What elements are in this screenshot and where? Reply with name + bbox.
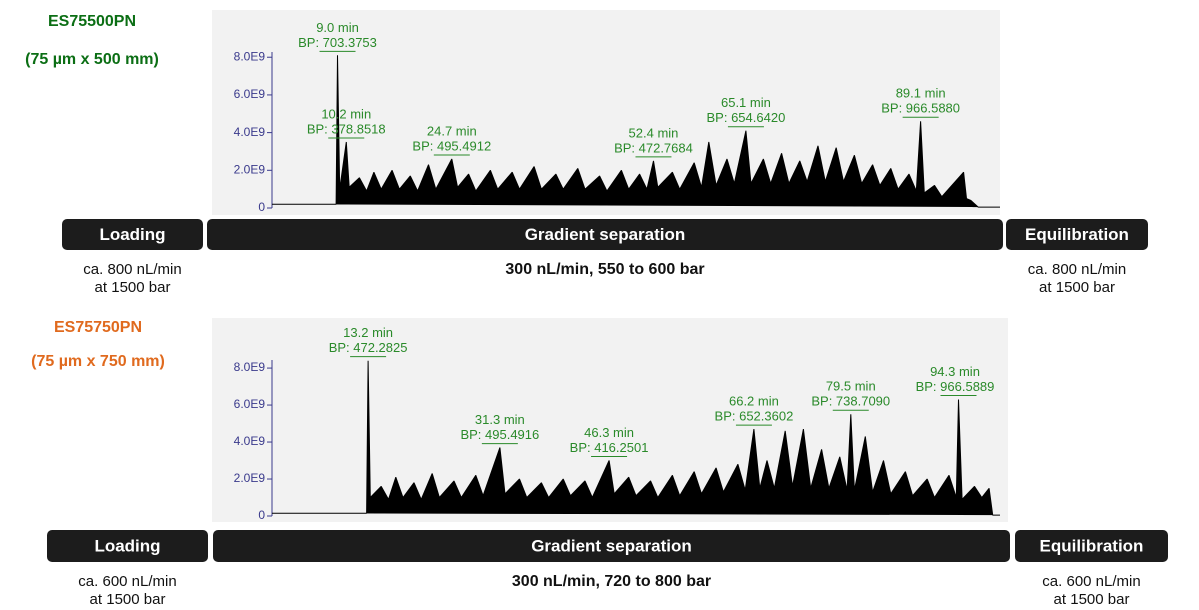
annotation: BP: 378.8518 [307, 121, 386, 136]
annotation: BP: 472.7684 [614, 140, 693, 155]
annotation: BP: 966.5889 [916, 379, 995, 394]
annotation: 31.3 min [475, 412, 525, 427]
phase-bar [1015, 530, 1168, 562]
phase-bar [47, 530, 208, 562]
phase-bar [213, 530, 1010, 562]
y-tick-label: 0 [258, 508, 265, 522]
y-tick-label: 0 [258, 200, 265, 214]
y-tick-label: 6.0E9 [234, 397, 266, 411]
annotation: 79.5 min [826, 379, 876, 394]
phase-note: 300 nL/min, 720 to 800 bar [512, 573, 711, 590]
column-size: (75 µm x 500 mm) [25, 51, 159, 68]
phase-label: Gradient separation [531, 536, 692, 555]
annotation: 9.0 min [316, 20, 359, 35]
y-tick-label: 6.0E9 [234, 87, 266, 101]
column-name: ES75500PN [48, 13, 136, 30]
phase-label: Loading [99, 225, 165, 244]
annotation: 46.3 min [584, 425, 634, 440]
annotation: 52.4 min [629, 125, 679, 140]
phase-label: Gradient separation [525, 225, 686, 244]
phase-label: Equilibration [1040, 536, 1144, 555]
y-tick-label: 4.0E9 [234, 125, 266, 139]
annotation: BP: 495.4916 [460, 427, 539, 442]
column-name: ES75750PN [54, 319, 142, 336]
annotation: BP: 703.3753 [298, 35, 377, 50]
annotation: 89.1 min [896, 86, 946, 101]
phase-bar [1006, 219, 1148, 250]
annotation: BP: 652.3602 [715, 409, 794, 424]
phase-note: at 1500 bar [95, 279, 171, 296]
phase-note: at 1500 bar [90, 591, 166, 608]
annotation: BP: 966.5880 [881, 101, 960, 116]
annotation: BP: 416.2501 [570, 440, 649, 455]
phase-note: at 1500 bar [1054, 591, 1130, 608]
trace [272, 360, 1000, 516]
annotation: BP: 654.6420 [707, 110, 786, 125]
annotation: BP: 472.2825 [329, 340, 408, 355]
phase-note: ca. 600 nL/min [1042, 573, 1140, 590]
trace [272, 55, 1000, 208]
annotation: 94.3 min [930, 364, 980, 379]
annotation: 13.2 min [343, 325, 393, 340]
y-tick-label: 8.0E9 [234, 49, 266, 63]
y-tick-label: 4.0E9 [234, 434, 266, 448]
column-size: (75 µm x 750 mm) [31, 353, 165, 370]
phase-note: 300 nL/min, 550 to 600 bar [505, 261, 704, 278]
annotation: BP: 738.7090 [811, 394, 890, 409]
y-tick-label: 2.0E9 [234, 162, 266, 176]
y-tick-label: 8.0E9 [234, 360, 266, 374]
annotation: 10.2 min [321, 106, 371, 121]
phase-bar [62, 219, 203, 250]
phase-note: ca. 600 nL/min [78, 573, 176, 590]
phase-label: Equilibration [1025, 225, 1129, 244]
phase-note: ca. 800 nL/min [83, 261, 181, 278]
phase-bar [207, 219, 1003, 250]
annotation: 66.2 min [729, 394, 779, 409]
phase-label: Loading [94, 536, 160, 555]
annotation: BP: 495.4912 [412, 138, 491, 153]
y-tick-label: 2.0E9 [234, 471, 266, 485]
phase-note: ca. 800 nL/min [1028, 261, 1126, 278]
annotation: 24.7 min [427, 123, 477, 138]
annotation: 65.1 min [721, 95, 771, 110]
phase-note: at 1500 bar [1039, 279, 1115, 296]
